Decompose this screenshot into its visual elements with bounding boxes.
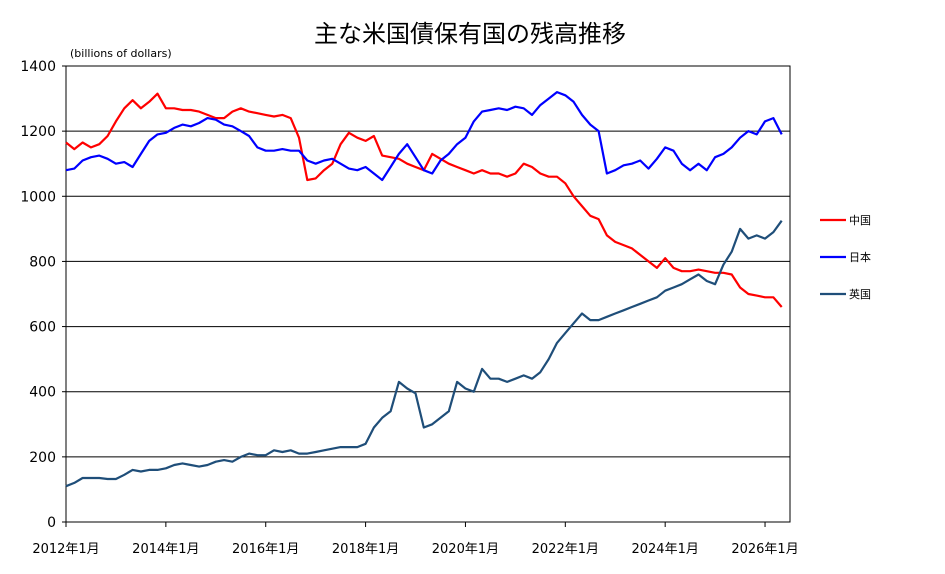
series-lines bbox=[65, 91, 783, 488]
legend-label: 中国 bbox=[849, 214, 871, 227]
chart-title: 主な米国債保有国の残高推移 bbox=[314, 20, 626, 48]
unit-label: (billions of dollars) bbox=[70, 47, 172, 60]
x-tick-label: 2018年1月 bbox=[332, 542, 399, 557]
y-tick-label: 1000 bbox=[20, 189, 56, 205]
legend-label: 英国 bbox=[849, 287, 871, 301]
y-tick-label: 600 bbox=[29, 320, 56, 336]
y-tick-label: 1400 bbox=[20, 59, 56, 75]
x-tick-label: 2012年1月 bbox=[32, 542, 99, 557]
x-tick-label: 2016年1月 bbox=[232, 542, 299, 557]
plot-area bbox=[65, 65, 791, 523]
x-tick-label: 2014年1月 bbox=[132, 542, 199, 557]
x-axis: 2012年1月 2014年1月 2016年1月 2018年1月 2020年1月 2022年… bbox=[32, 522, 799, 557]
y-tick-label: 400 bbox=[29, 385, 56, 401]
x-tick-label: 2026年1月 bbox=[731, 542, 798, 557]
x-tick-label: 2022年1月 bbox=[532, 542, 599, 557]
series-line-1 bbox=[65, 91, 783, 182]
y-tick-label: 0 bbox=[47, 515, 56, 531]
y-tick-label: 800 bbox=[29, 254, 56, 270]
x-tick-label: 2024年1月 bbox=[631, 542, 698, 557]
y-axis: 0 200 400 600 800 1000 1200 1400 bbox=[20, 59, 66, 531]
legend-label: 日本 bbox=[849, 250, 871, 264]
series-line-2 bbox=[65, 220, 783, 488]
y-tick-label: 1200 bbox=[20, 124, 56, 140]
gridlines bbox=[66, 130, 790, 458]
y-tick-label: 200 bbox=[29, 450, 56, 466]
x-tick-label: 2020年1月 bbox=[432, 542, 499, 557]
